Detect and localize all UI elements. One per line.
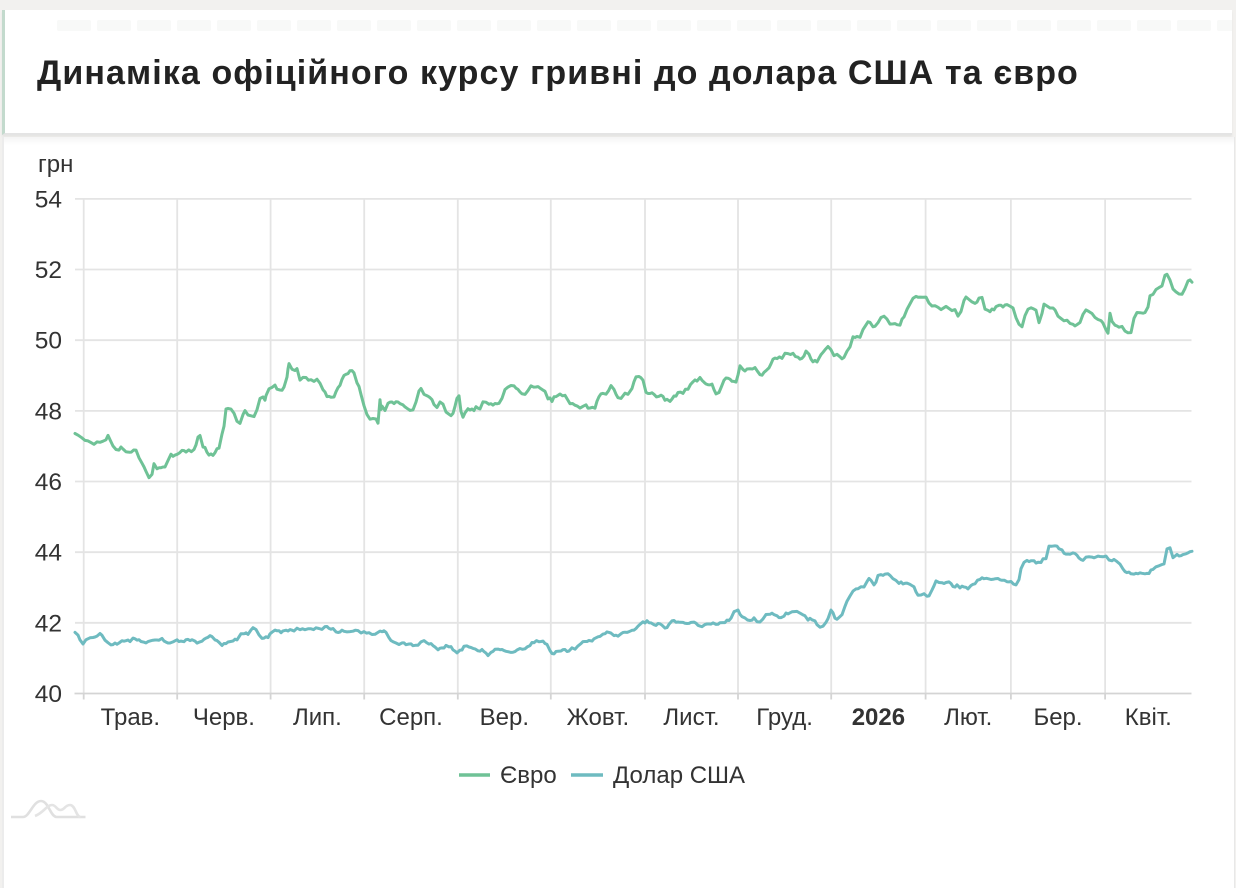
- svg-text:Груд.: Груд.: [756, 704, 813, 731]
- svg-text:Жовт.: Жовт.: [567, 704, 629, 731]
- svg-text:2026: 2026: [852, 704, 905, 731]
- svg-text:48: 48: [35, 398, 62, 425]
- svg-text:Трав.: Трав.: [101, 704, 160, 731]
- svg-text:Квіт.: Квіт.: [1125, 704, 1172, 731]
- svg-text:Лип.: Лип.: [293, 704, 342, 731]
- svg-text:грн: грн: [38, 151, 73, 178]
- svg-text:46: 46: [35, 469, 62, 496]
- svg-text:Вер.: Вер.: [480, 704, 529, 731]
- svg-text:Серп.: Серп.: [379, 704, 443, 731]
- svg-text:Долар США: Долар США: [613, 762, 745, 789]
- svg-text:40: 40: [35, 681, 62, 708]
- svg-text:50: 50: [35, 328, 62, 355]
- svg-text:Бер.: Бер.: [1033, 704, 1082, 731]
- svg-text:52: 52: [35, 257, 62, 284]
- svg-text:Лист.: Лист.: [663, 704, 719, 731]
- svg-text:Лют.: Лют.: [944, 704, 992, 731]
- svg-text:Черв.: Черв.: [193, 704, 255, 731]
- svg-text:54: 54: [35, 186, 62, 213]
- svg-text:44: 44: [35, 540, 62, 567]
- svg-text:42: 42: [35, 610, 62, 637]
- svg-text:Євро: Євро: [500, 762, 557, 789]
